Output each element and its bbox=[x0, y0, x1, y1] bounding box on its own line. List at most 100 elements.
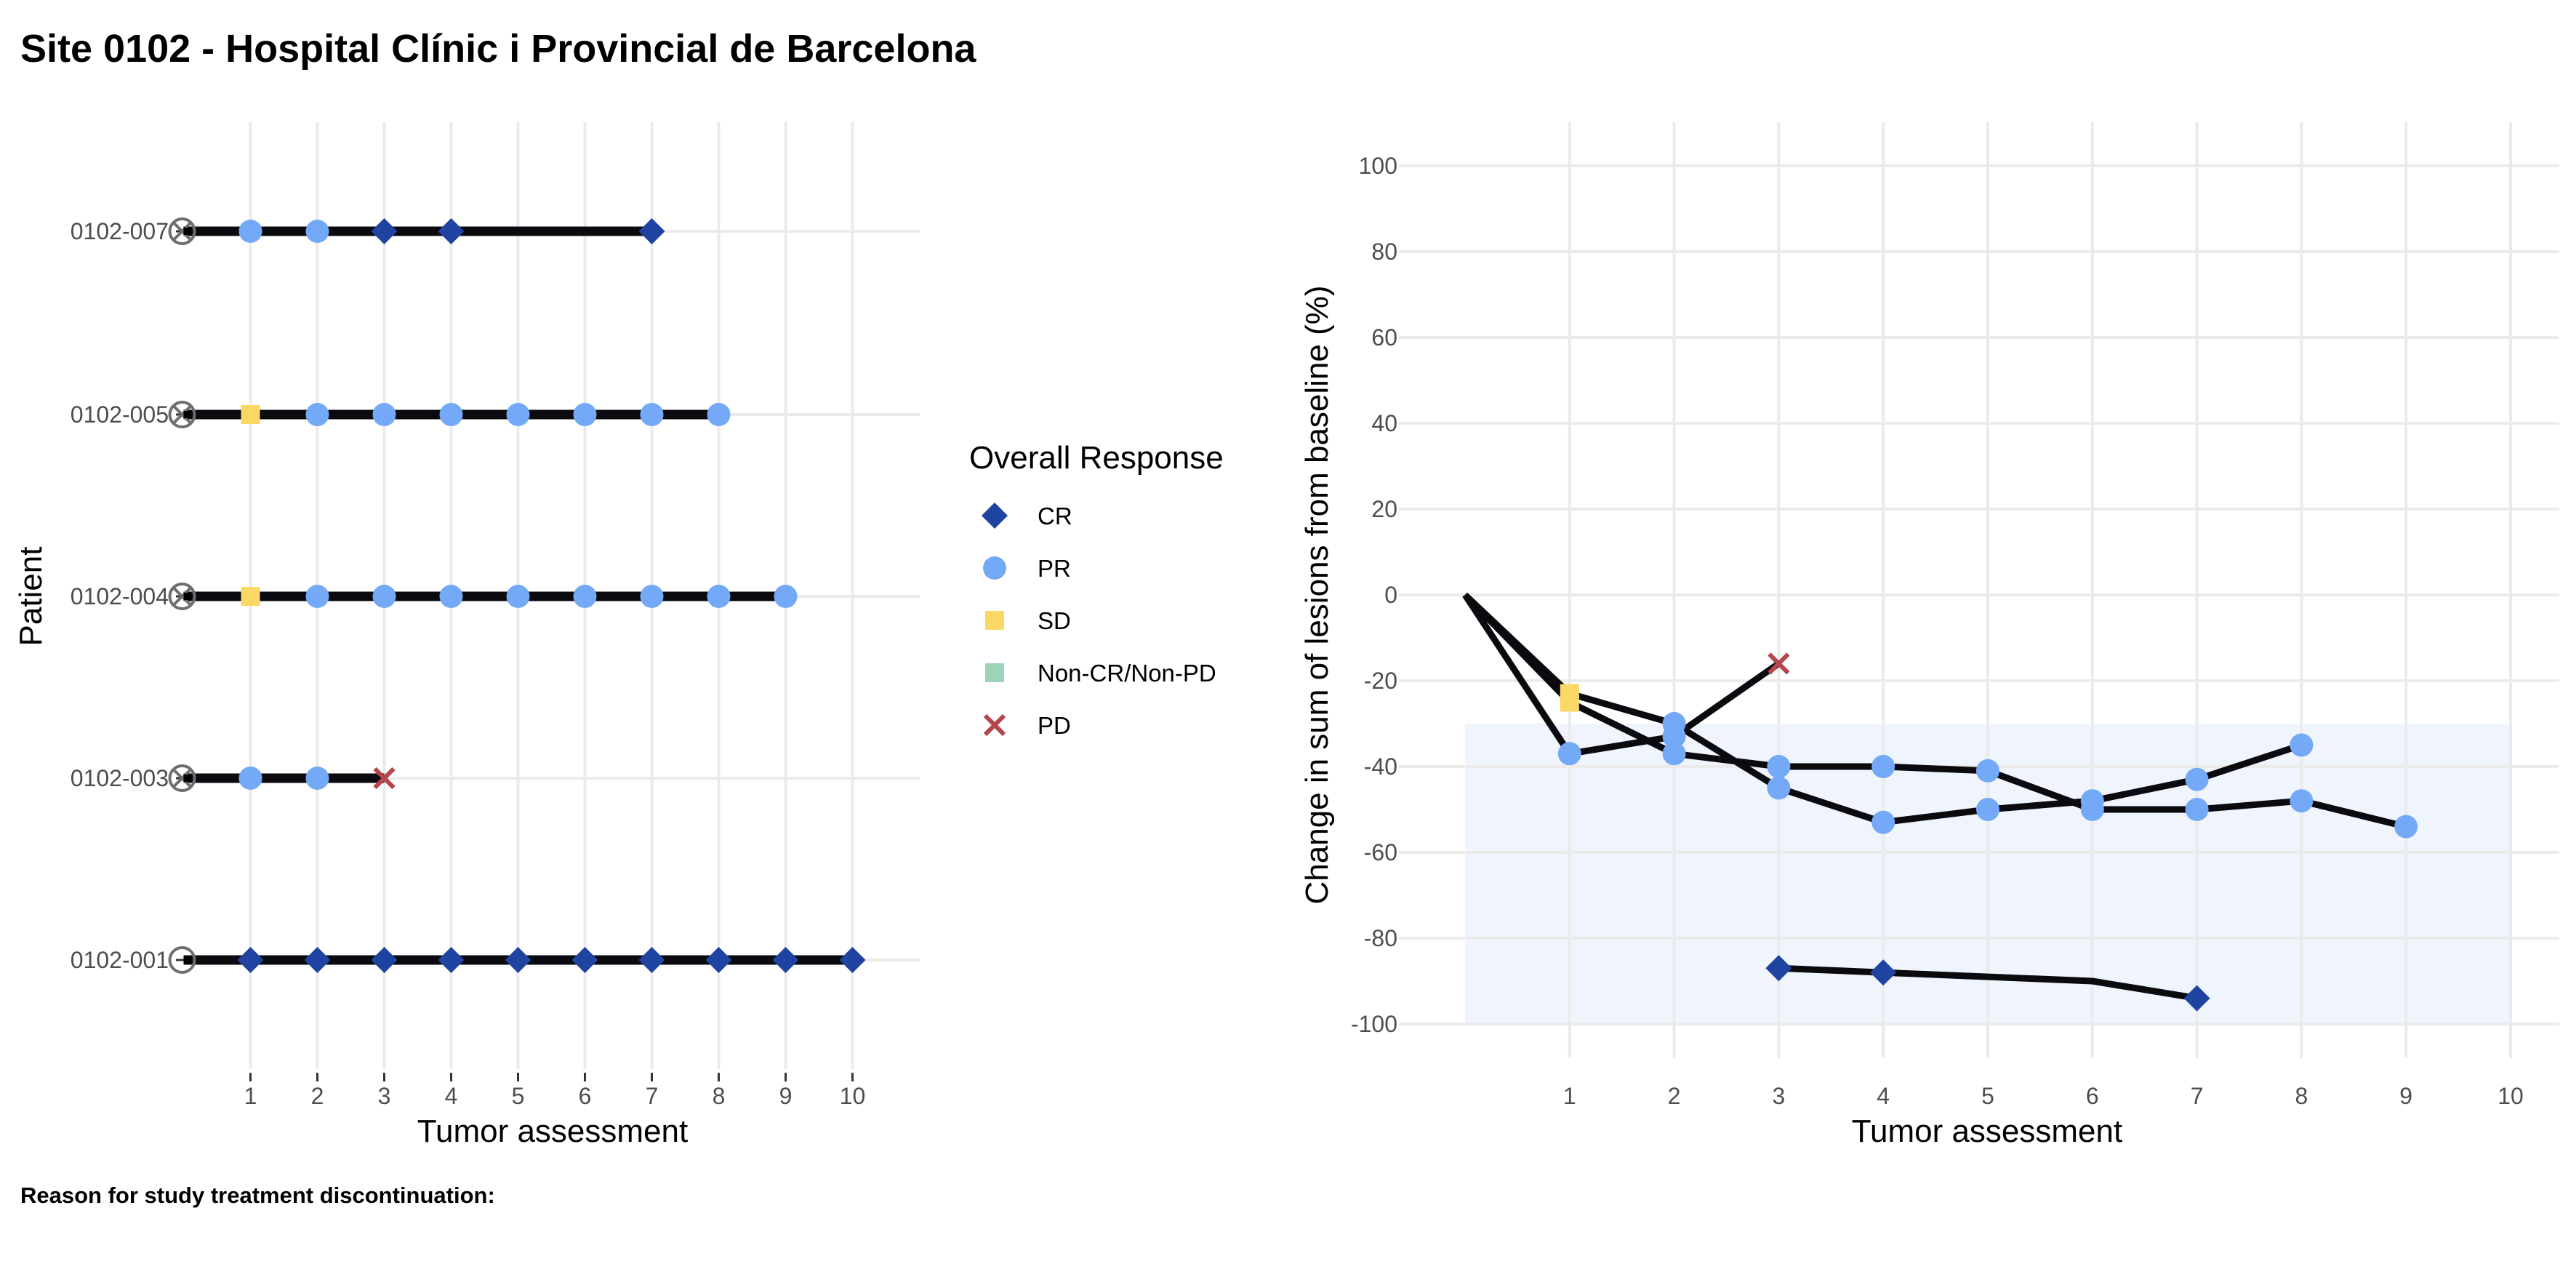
baseline-dot bbox=[183, 411, 191, 418]
x-tick-label: 4 bbox=[1877, 1083, 1890, 1109]
data-point-pr bbox=[1662, 724, 1686, 748]
response-marker-pr bbox=[506, 403, 530, 426]
y-tick-label: 100 bbox=[1359, 153, 1397, 179]
data-point-pr bbox=[1871, 755, 1895, 778]
response-marker-pr bbox=[305, 403, 329, 426]
patient-label: 0102-005 bbox=[71, 401, 169, 428]
response-marker-cr bbox=[371, 947, 398, 973]
x-tick-label: 4 bbox=[445, 1083, 458, 1109]
x-tick-label: 8 bbox=[2295, 1083, 2308, 1109]
baseline-marker bbox=[168, 583, 196, 610]
x-tick-label: 7 bbox=[646, 1083, 659, 1109]
response-marker-pd bbox=[373, 767, 396, 790]
x-tick-label: 6 bbox=[579, 1083, 592, 1109]
baseline-marker bbox=[168, 401, 196, 428]
patient-label: 0102-007 bbox=[71, 218, 169, 244]
data-point-pr bbox=[1976, 759, 1999, 783]
response-marker-pr bbox=[439, 403, 463, 426]
data-point-pr bbox=[2080, 798, 2104, 821]
cross-icon bbox=[983, 713, 1006, 737]
x-axis-title: Tumor assessment bbox=[1852, 1113, 2122, 1149]
x-tick-label: 2 bbox=[1668, 1083, 1681, 1109]
baseline-cross-marker bbox=[172, 585, 193, 607]
y-axis-title: Patient bbox=[13, 547, 49, 647]
response-marker-cr bbox=[304, 947, 331, 973]
legend-label: PD bbox=[1038, 712, 1071, 739]
response-marker-pr bbox=[506, 585, 530, 608]
x-tick-label: 1 bbox=[1563, 1083, 1576, 1109]
x-tick-label: 5 bbox=[512, 1083, 525, 1109]
baseline-cross-marker bbox=[172, 767, 193, 789]
response-marker-cr bbox=[237, 947, 264, 973]
baseline-marker bbox=[168, 946, 196, 974]
data-point-pr bbox=[1767, 776, 1791, 800]
y-tick-label: -80 bbox=[1364, 925, 1397, 951]
patient-label: 0102-003 bbox=[71, 765, 169, 791]
response-marker-pr bbox=[640, 585, 664, 608]
y-tick-label: -100 bbox=[1351, 1011, 1397, 1037]
response-marker-pr bbox=[238, 220, 262, 243]
legend-label: PR bbox=[1038, 555, 1071, 582]
response-marker-cr bbox=[772, 947, 799, 973]
y-tick-label: 60 bbox=[1371, 324, 1397, 351]
x-tick-label: 7 bbox=[2191, 1083, 2204, 1109]
response-marker-sd bbox=[241, 405, 260, 424]
x-axis-title: Tumor assessment bbox=[417, 1113, 688, 1149]
legend-label: SD bbox=[1038, 607, 1071, 634]
response-marker-pr bbox=[707, 585, 731, 608]
response-marker-pr bbox=[372, 585, 396, 608]
baseline-cross-marker bbox=[172, 404, 193, 425]
response-marker-pr bbox=[305, 585, 329, 608]
y-tick-label: 0 bbox=[1384, 582, 1397, 608]
response-marker-pr bbox=[573, 403, 597, 426]
y-tick-label: -60 bbox=[1364, 839, 1397, 865]
x-tick-label: 3 bbox=[378, 1083, 391, 1109]
x-tick-label: 8 bbox=[713, 1083, 726, 1109]
data-point-pr bbox=[1557, 742, 1581, 766]
x-tick-label: 1 bbox=[244, 1083, 257, 1109]
y-tick-label: 40 bbox=[1371, 410, 1397, 436]
x-tick-label: 10 bbox=[2497, 1083, 2524, 1109]
baseline-dot bbox=[183, 956, 191, 964]
legend-label: Non-CR/Non-PD bbox=[1038, 660, 1216, 687]
data-point-pr bbox=[1662, 742, 1686, 766]
swimmer-plot: 1 2 3 4 5 6 7 8 9 10 0102-007 0102-005 0102-004 0102-… bbox=[13, 122, 920, 1149]
y-tick-label: 80 bbox=[1371, 239, 1397, 265]
data-point-pr bbox=[2185, 798, 2209, 821]
baseline-dot bbox=[183, 593, 191, 600]
legend-label: CR bbox=[1038, 503, 1072, 529]
response-marker-pr bbox=[238, 767, 262, 790]
response-marker-cr bbox=[571, 947, 598, 973]
y-tick-label: 20 bbox=[1371, 496, 1397, 522]
patient-label: 0102-001 bbox=[71, 947, 169, 973]
diamond-icon bbox=[982, 503, 1008, 529]
response-marker-pr bbox=[573, 585, 597, 608]
page-title: Site 0102 - Hospital Clínic i Provincial… bbox=[20, 27, 976, 71]
series-line-2 bbox=[1462, 592, 2407, 830]
response-marker-pr bbox=[372, 403, 396, 426]
response-marker-pr bbox=[707, 403, 731, 426]
y-tick-label: -40 bbox=[1364, 753, 1397, 780]
series-line-3 bbox=[1462, 593, 1781, 757]
legend-title: Overall Response bbox=[969, 440, 1224, 476]
response-marker-pr bbox=[305, 220, 329, 243]
response-marker-cr bbox=[505, 947, 531, 973]
response-marker-cr bbox=[438, 947, 465, 973]
x-tick-label: 9 bbox=[2399, 1083, 2412, 1109]
series-line-4 bbox=[1778, 964, 2198, 1002]
data-point-cr bbox=[2183, 985, 2210, 1012]
spider-plot: 100 80 60 40 20 0 -20 -40 -60 -80 -100 1 2 3 4 5 6 7 8 9 10 T… bbox=[1299, 122, 2559, 1149]
x-tick-label: 9 bbox=[779, 1083, 793, 1109]
baseline-dot bbox=[183, 228, 191, 235]
response-marker-sd bbox=[241, 587, 260, 606]
x-tick-label: 3 bbox=[1773, 1083, 1786, 1109]
response-marker-pr bbox=[640, 403, 664, 426]
x-tick-label: 2 bbox=[311, 1083, 324, 1109]
response-marker-pr bbox=[774, 585, 798, 608]
y-axis-title: Change in sum of lesions from baseline (… bbox=[1299, 285, 1335, 904]
data-point-cr bbox=[1870, 959, 1897, 986]
baseline-marker bbox=[168, 764, 196, 792]
data-point-pr bbox=[2185, 767, 2209, 791]
data-point-pr bbox=[1976, 798, 1999, 821]
